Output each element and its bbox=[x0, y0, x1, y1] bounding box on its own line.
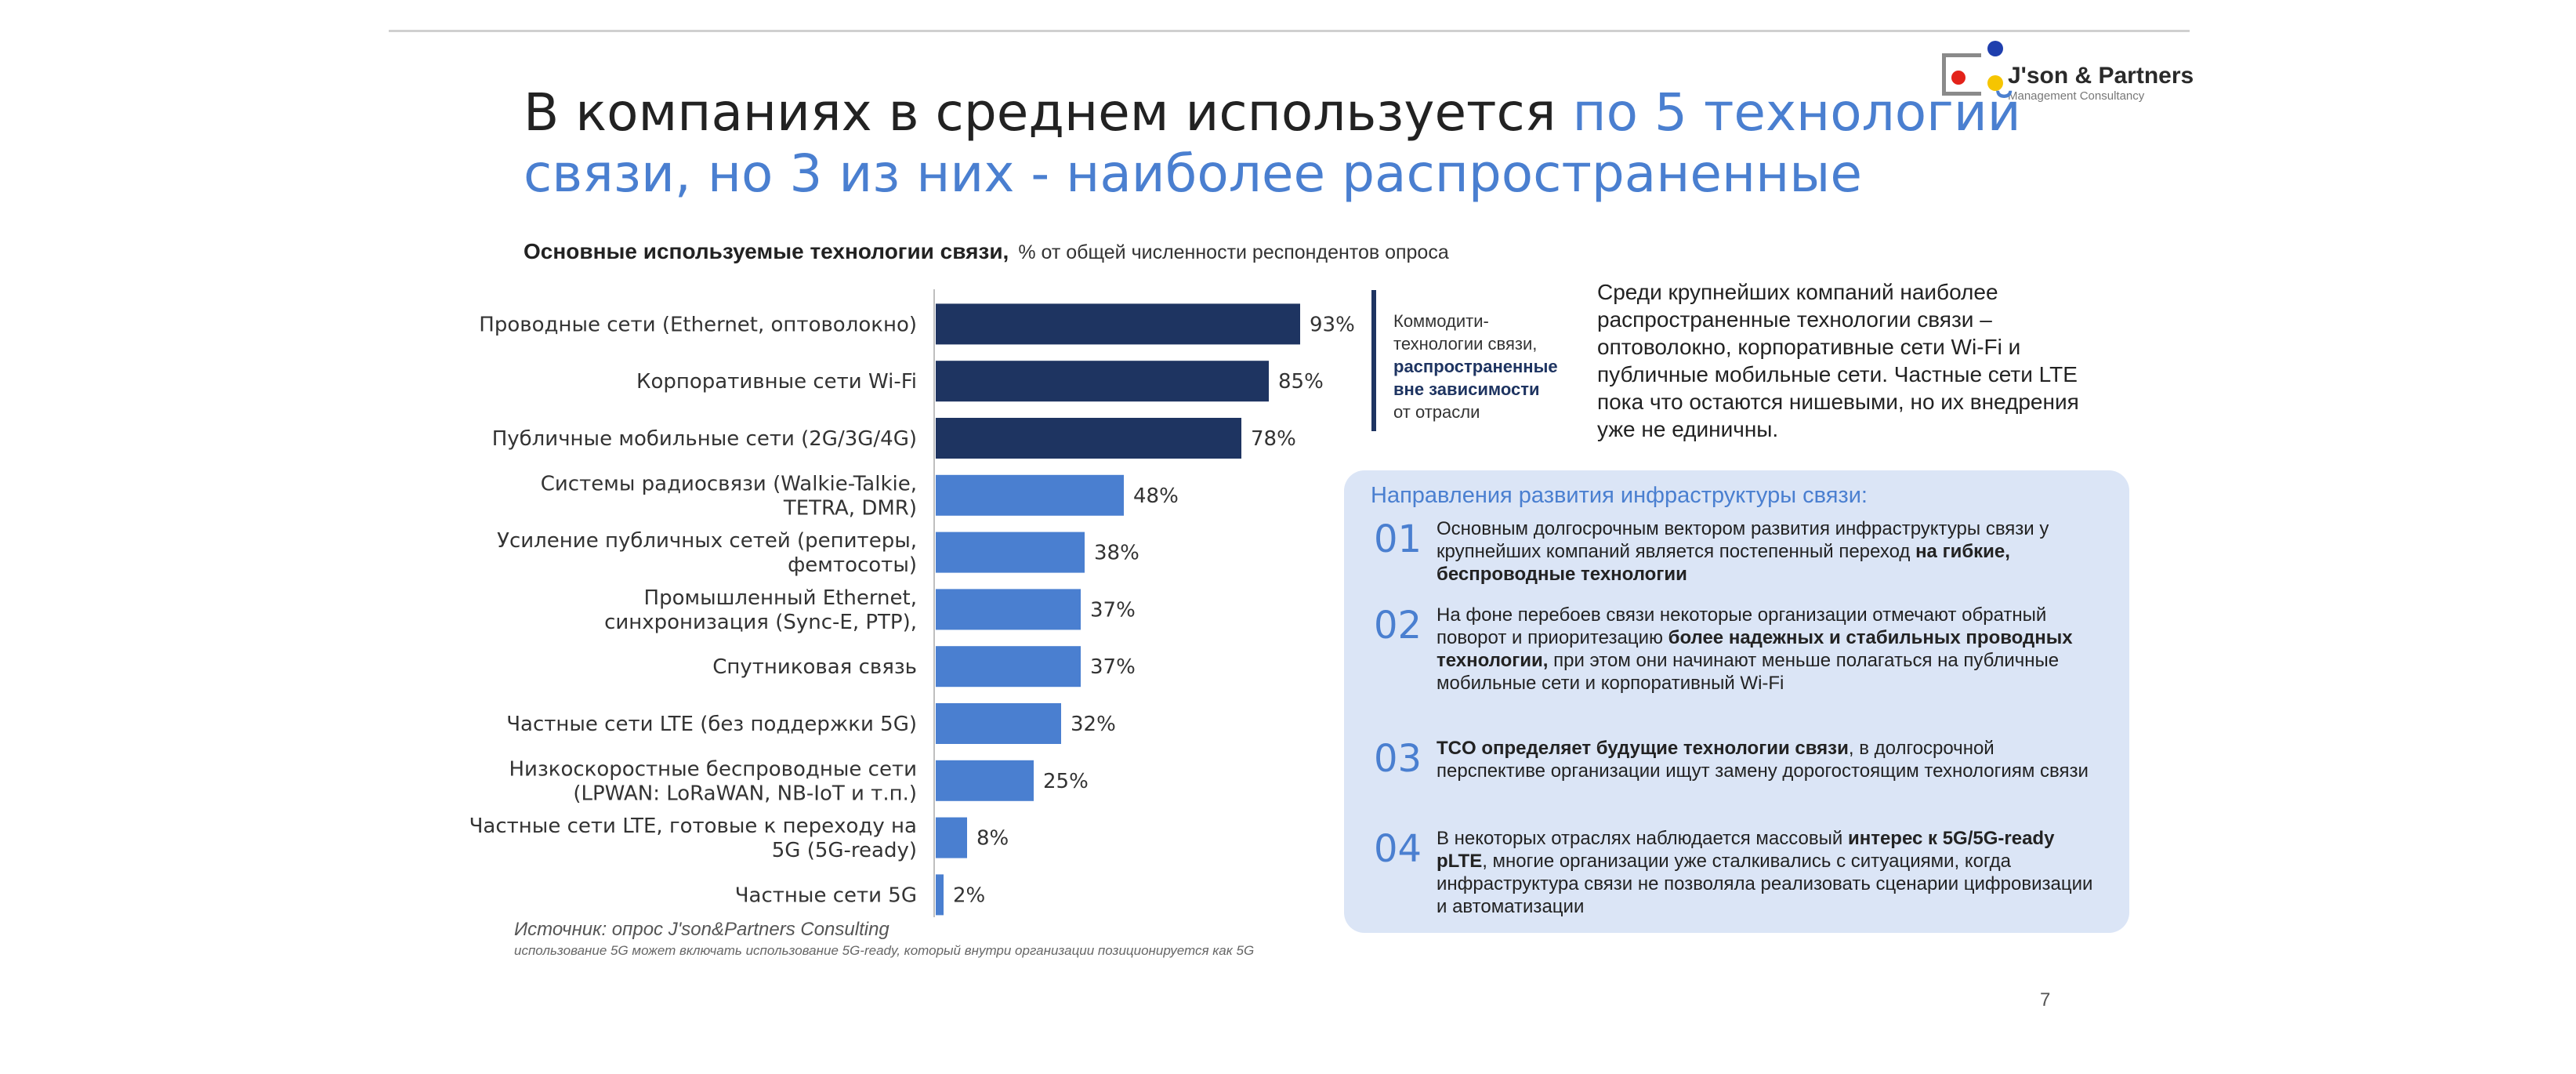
chart-bar bbox=[936, 474, 1124, 516]
point-number: 01 bbox=[1374, 517, 1422, 561]
point-text-bold: более надежных и стабильных проводных те… bbox=[1437, 627, 2073, 671]
category-label: Публичные мобильные сети (2G/3G/4G) bbox=[492, 427, 917, 451]
category-label: Корпоративные сети Wi-Fi bbox=[636, 370, 917, 394]
point-text-part: В некоторых отраслях наблюдается массовы… bbox=[1437, 828, 1848, 849]
category-label: фемтосоты) bbox=[788, 553, 917, 577]
point-text: TCO определяет будущие технологии связи,… bbox=[1437, 737, 2103, 782]
page-number: 7 bbox=[2040, 989, 2051, 1011]
chart-bar bbox=[936, 361, 1269, 402]
category-label: Низкоскоростные беспроводные сети bbox=[509, 757, 918, 781]
bar-value-label: 32% bbox=[1071, 713, 1116, 736]
summary-text: Среди крупнейших компаний наиболее распр… bbox=[1597, 280, 2079, 441]
commodity-bold1: распространенные bbox=[1393, 357, 1558, 376]
point-text-bold: TCO определяет будущие технологии связи bbox=[1437, 738, 1849, 759]
bar-value-label: 38% bbox=[1094, 542, 1139, 565]
chart-bar bbox=[936, 532, 1085, 573]
chart-footnote: использование 5G может включать использо… bbox=[514, 943, 1255, 958]
point-text-part: , в долгосрочной перспективе организации… bbox=[1437, 738, 2089, 782]
chart-bar bbox=[936, 703, 1061, 744]
commodity-line2: технологии связи, bbox=[1393, 334, 1538, 354]
chart-bar bbox=[936, 418, 1241, 459]
bar-value-label: 2% bbox=[953, 884, 985, 907]
chart-bar bbox=[936, 303, 1300, 345]
top-divider bbox=[389, 30, 2190, 32]
bar-value-label: 25% bbox=[1043, 770, 1089, 793]
category-label: Частные сети LTE (без поддержки 5G) bbox=[506, 713, 917, 736]
commodity-line1: Коммодити- bbox=[1393, 311, 1489, 331]
chart-bar bbox=[936, 760, 1034, 801]
category-label: Частные сети 5G bbox=[735, 884, 917, 907]
category-label: Спутниковая связь bbox=[712, 655, 917, 679]
chart-bar bbox=[936, 589, 1081, 630]
category-label: Усиление публичных сетей (репитеры, bbox=[497, 529, 917, 553]
chart-bar bbox=[936, 874, 944, 916]
bar-value-label: 8% bbox=[976, 827, 1009, 851]
bar-value-label: 93% bbox=[1310, 313, 1355, 336]
logo-brand-text: J'son & Partners bbox=[2008, 63, 2194, 89]
bar-value-label: 37% bbox=[1090, 655, 1136, 679]
category-label: Промышленный Ethernet, bbox=[644, 586, 917, 610]
chart-bar bbox=[936, 646, 1081, 688]
panel-title: Направления развития инфраструктуры связ… bbox=[1371, 483, 1868, 508]
chart-title-main: Основные используемые технологии связи, bbox=[524, 239, 1009, 263]
logo-bracket bbox=[1942, 53, 1981, 96]
chart-unit: % от общей численности респондентов опро… bbox=[1018, 241, 1449, 263]
bar-chart: 93% Проводные сети (Ethernet, оптоволокно… bbox=[470, 289, 1355, 917]
point-text-part: , многие организации уже сталкивались с … bbox=[1437, 851, 2093, 917]
point-number: 03 bbox=[1374, 737, 1422, 781]
point-text: На фоне перебоев связи некоторые организ… bbox=[1437, 604, 2103, 695]
point-text: Основным долгосрочным вектором развития … bbox=[1437, 517, 2103, 586]
category-label: Проводные сети (Ethernet, оптоволокно) bbox=[479, 313, 917, 336]
point-text-bold: интерес к 5G/5G-ready pLTE bbox=[1437, 828, 2055, 872]
slide-title-part1: В компаниях в среднем используется bbox=[524, 82, 1573, 143]
category-label: TETRA, DMR) bbox=[783, 496, 917, 520]
logo-yellow-dot bbox=[1987, 75, 2003, 91]
commodity-line3: от отрасли bbox=[1393, 402, 1480, 422]
bar-value-label: 48% bbox=[1133, 484, 1179, 508]
point-text: В некоторых отраслях наблюдается массовы… bbox=[1437, 827, 2103, 918]
category-label: (LPWAN: LoRaWAN, NB-IoT и т.п.) bbox=[573, 782, 917, 805]
point-text-part: при этом они начинают меньше полагаться … bbox=[1437, 650, 2060, 694]
chart-source: Источник: опрос J'son&Partners Consultin… bbox=[514, 919, 889, 940]
commodity-bold2: вне зависимости bbox=[1393, 379, 1540, 399]
category-label: синхронизация (Sync-E, PTP), bbox=[604, 611, 917, 634]
chart-title: Основные используемые технологии связи,%… bbox=[524, 239, 1449, 264]
commodity-callout: Коммодити- технологии связи, распростран… bbox=[1393, 310, 1581, 423]
bar-value-label: 78% bbox=[1251, 427, 1296, 451]
infrastructure-panel: Направления развития инфраструктуры связ… bbox=[1344, 470, 2129, 933]
slide-title: В компаниях в среднем используется по 5 … bbox=[524, 82, 2169, 205]
point-text-part: Основным долгосрочным вектором развития … bbox=[1437, 518, 2049, 562]
point-text-part: На фоне перебоев связи некоторые организ… bbox=[1437, 604, 2047, 648]
logo-red-dot bbox=[1951, 71, 1966, 85]
logo-subtitle: Management Consultancy bbox=[2008, 89, 2145, 103]
point-number: 04 bbox=[1374, 827, 1422, 871]
slide-title-highlight: по 5 технологий связи, но 3 из них - наи… bbox=[524, 82, 2021, 204]
bar-value-label: 37% bbox=[1090, 598, 1136, 622]
bar-value-label: 85% bbox=[1278, 370, 1324, 394]
point-number: 02 bbox=[1374, 604, 1422, 648]
category-label: 5G (5G-ready) bbox=[772, 839, 917, 862]
logo-blue-dot bbox=[1987, 41, 2003, 56]
commodity-accent-bar bbox=[1371, 290, 1376, 431]
category-label: Частные сети LTE, готовые к переходу на bbox=[470, 815, 917, 838]
category-label: Системы радиосвязи (Walkie-Talkie, bbox=[541, 472, 917, 495]
point-text-bold: на гибкие, беспроводные технологии bbox=[1437, 541, 2010, 585]
chart-bar bbox=[936, 817, 967, 858]
company-logo: J'son & Partners Management Consultancy bbox=[1942, 39, 2194, 105]
